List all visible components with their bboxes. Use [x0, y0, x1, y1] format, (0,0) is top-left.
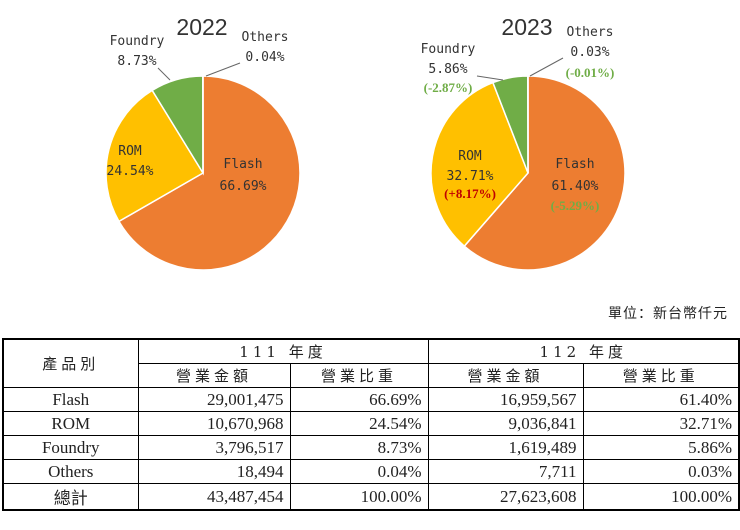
slice-value: 5.86% — [428, 62, 467, 77]
table-row: Others 18,494 0.04% 7,711 0.03% — [2, 459, 740, 484]
pie-slice-flash — [117, 75, 301, 271]
revenue-cell: 3,796,517 — [137, 435, 291, 460]
slice-value: 61.40% — [552, 179, 599, 194]
leader-line — [476, 75, 504, 81]
product-cell: 總計 — [2, 483, 139, 511]
revenue-cell: 1,619,489 — [427, 435, 584, 460]
pie-slice-flash — [463, 75, 626, 271]
slice-value: 32.71% — [447, 169, 494, 184]
leader-line — [205, 62, 241, 77]
year1-header: 111 年度 — [137, 338, 429, 364]
product-header: 產品別 — [2, 338, 139, 388]
revenue-cell: 18,494 — [137, 459, 291, 484]
slice-change: (-0.01%) — [566, 65, 615, 80]
slice-label: ROM — [118, 144, 142, 159]
slice-value: 66.69% — [220, 179, 267, 194]
pie-chart-2023: 2023 Flash 61.40% (-5.29%) ROM 32.71% (+8.17%)… — [421, 14, 626, 271]
share-cell: 0.03% — [582, 459, 740, 484]
table-row: Flash 29,001,475 66.69% 16,959,567 61.40… — [2, 387, 740, 412]
slice-label: ROM — [458, 149, 482, 164]
share-header: 營業比重 — [289, 363, 429, 388]
pie-slice-rom — [430, 81, 529, 248]
slice-value: 24.54% — [107, 164, 154, 179]
leader-line — [529, 57, 564, 77]
product-cell: ROM — [2, 411, 139, 436]
share-cell: 32.71% — [582, 411, 740, 436]
share-cell: 61.40% — [582, 387, 740, 412]
share-cell: 100.00% — [289, 483, 429, 511]
table-row: Foundry 3,796,517 8.73% 1,619,489 5.86% — [2, 435, 740, 460]
share-cell: 8.73% — [289, 435, 429, 460]
product-cell: Others — [2, 459, 139, 484]
slice-value: 8.73% — [117, 54, 156, 69]
share-cell: 66.69% — [289, 387, 429, 412]
share-cell: 24.54% — [289, 411, 429, 436]
table-header-row-2: 營業金額 營業比重 營業金額 營業比重 — [3, 363, 740, 388]
share-header: 營業比重 — [582, 363, 740, 388]
pie-charts: 2022 Flash 66.69% ROM 24.54% Foundry 8.73% Othe… — [105, 14, 626, 271]
revenue-header: 營業金額 — [137, 363, 291, 388]
table-header-row-1: 產品別 111 年度 112 年度 — [2, 338, 740, 388]
revenue-cell: 16,959,567 — [427, 387, 584, 412]
slice-value: 0.04% — [245, 50, 284, 65]
table-row: ROM 10,670,968 24.54% 9,036,841 32.71% — [2, 411, 740, 436]
pie-slice-rom — [105, 89, 205, 223]
share-cell: 5.86% — [582, 435, 740, 460]
revenue-cell: 43,487,454 — [137, 483, 291, 511]
slice-change: (+8.17%) — [444, 186, 496, 201]
revenue-cell: 27,623,608 — [427, 483, 584, 511]
slice-label: Foundry — [110, 34, 165, 49]
revenue-header: 營業金額 — [427, 363, 584, 388]
share-cell: 100.00% — [582, 483, 740, 511]
revenue-cell: 7,711 — [427, 459, 584, 484]
revenue-table: 產品別 111 年度 112 年度 營業金額 營業比重 營業金額 營業比重 Fl… — [2, 338, 740, 511]
slice-label: Others — [242, 30, 289, 45]
chart-title: 2023 — [501, 14, 552, 40]
share-cell: 0.04% — [289, 459, 429, 484]
pie-chart-2022: 2022 Flash 66.69% ROM 24.54% Foundry 8.73% Othe… — [105, 14, 301, 271]
slice-change: (-2.87%) — [424, 80, 473, 95]
leader-line — [157, 67, 171, 81]
revenue-cell: 10,670,968 — [137, 411, 291, 436]
table-total-row: 總計 43,487,454 100.00% 27,623,608 100.00% — [2, 483, 740, 511]
product-cell: Foundry — [2, 435, 139, 460]
slice-label: Flash — [223, 157, 262, 172]
chart-title: 2022 — [176, 14, 227, 40]
slice-label: Foundry — [421, 42, 476, 57]
revenue-cell: 29,001,475 — [137, 387, 291, 412]
slice-change: (-5.29%) — [551, 198, 600, 213]
slice-value: 0.03% — [570, 45, 609, 60]
slice-label: Others — [567, 25, 614, 40]
product-cell: Flash — [2, 387, 139, 412]
year2-header: 112 年度 — [427, 338, 740, 364]
unit-label: 單位：新台幣仟元 — [608, 306, 728, 322]
revenue-cell: 9,036,841 — [427, 411, 584, 436]
slice-label: Flash — [555, 157, 594, 172]
